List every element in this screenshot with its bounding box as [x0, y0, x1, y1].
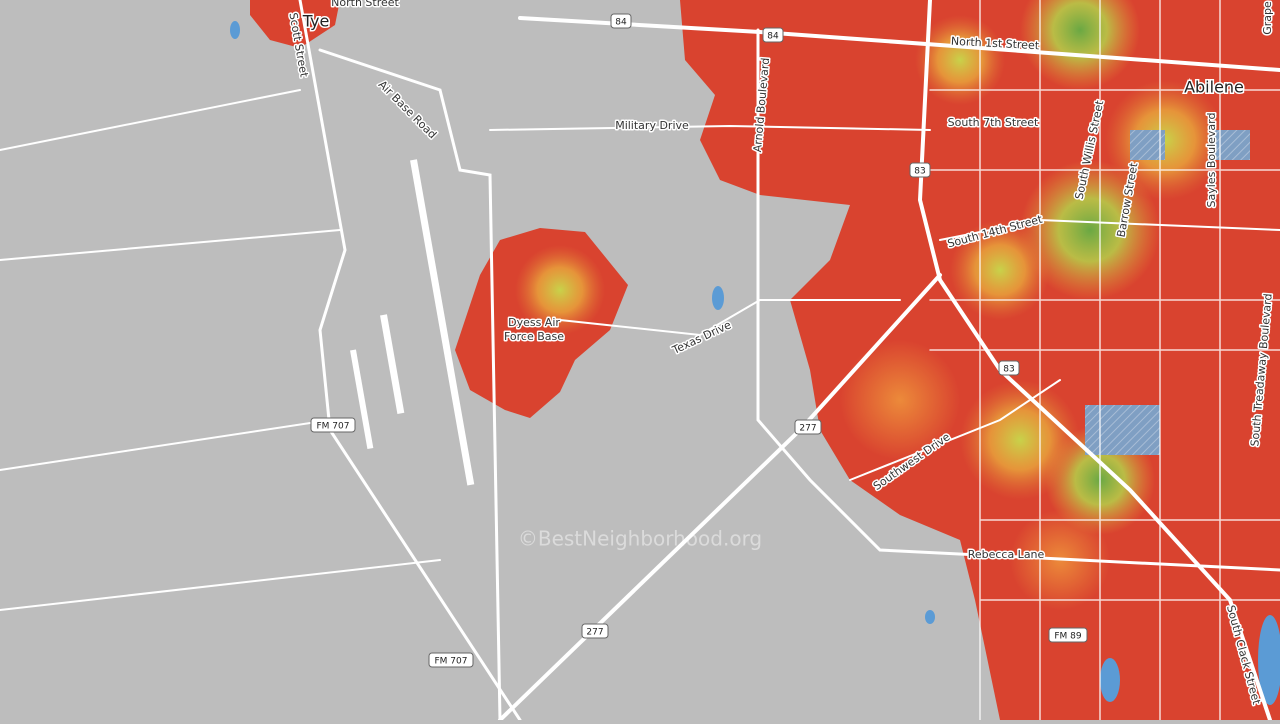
heat-area	[250, 0, 340, 48]
place-label: Tye	[302, 12, 330, 31]
runway	[410, 159, 475, 486]
shield-label: FM 89	[1054, 632, 1082, 642]
street-label: Grape	[1261, 1, 1274, 35]
route-shield: FM 707	[428, 652, 474, 668]
base-label: Force Base	[504, 330, 564, 343]
park	[1085, 405, 1160, 455]
shield-label: FM 707	[435, 657, 468, 667]
heat-spot	[515, 245, 605, 335]
place-label: Abilene	[1184, 78, 1244, 97]
highway	[518, 16, 1280, 72]
water	[230, 21, 240, 39]
street-label: North 1st Street	[951, 35, 1040, 53]
route-shield: 277	[794, 419, 822, 435]
road	[929, 0, 1280, 721]
water-and-parks	[230, 21, 1280, 705]
heat-spot	[1020, 160, 1160, 300]
shield-label: 277	[799, 424, 816, 434]
route-shield: 84	[762, 27, 784, 43]
shield-label: 277	[586, 628, 603, 638]
park	[1210, 130, 1250, 160]
runway	[380, 314, 405, 415]
route-shield: 83	[909, 162, 931, 178]
shield-label: 84	[615, 18, 627, 28]
shield-box	[794, 419, 822, 435]
watermark: ©BestNeighborhood.org	[518, 527, 762, 551]
heat-spot	[960, 380, 1080, 500]
heat-spot	[950, 220, 1050, 320]
street-label: South 7th Street	[948, 116, 1039, 129]
shield-label: 83	[914, 167, 925, 177]
road	[559, 299, 901, 337]
base-label: Dyess Air	[508, 316, 560, 329]
water	[712, 286, 724, 310]
route-shield: 277	[581, 623, 609, 639]
road	[489, 124, 931, 131]
shield-box	[310, 417, 356, 433]
route-shield: FM 707	[310, 417, 356, 433]
shield-box	[1048, 627, 1088, 643]
road	[298, 0, 522, 722]
shield-box	[998, 360, 1020, 376]
shield-box	[610, 13, 632, 29]
route-shield: FM 89	[1048, 627, 1088, 643]
shield-box	[909, 162, 931, 178]
water	[925, 610, 935, 624]
route-shield: 84	[610, 13, 632, 29]
shield-label: 84	[767, 32, 779, 42]
shield-box	[428, 652, 474, 668]
street-label: North Street	[331, 0, 399, 9]
heat-spot	[915, 15, 1005, 105]
route-shield: 83	[998, 360, 1020, 376]
road	[0, 89, 441, 611]
shield-label: FM 707	[317, 422, 350, 432]
heat-spot	[840, 340, 960, 460]
street-label: Rebecca Lane	[968, 548, 1045, 561]
shield-label: 83	[1003, 365, 1014, 375]
water	[1100, 658, 1120, 702]
highway	[756, 28, 1280, 572]
heat-spot	[1020, 0, 1140, 90]
runway	[350, 349, 374, 450]
shield-box	[762, 27, 784, 43]
street-label: Military Drive	[615, 119, 689, 132]
shield-box	[581, 623, 609, 639]
street-label: Sayles Boulevard	[1205, 113, 1218, 208]
water	[1258, 615, 1280, 705]
road	[318, 48, 502, 722]
street-label: Texas Drive	[669, 318, 733, 357]
park	[1130, 130, 1165, 160]
